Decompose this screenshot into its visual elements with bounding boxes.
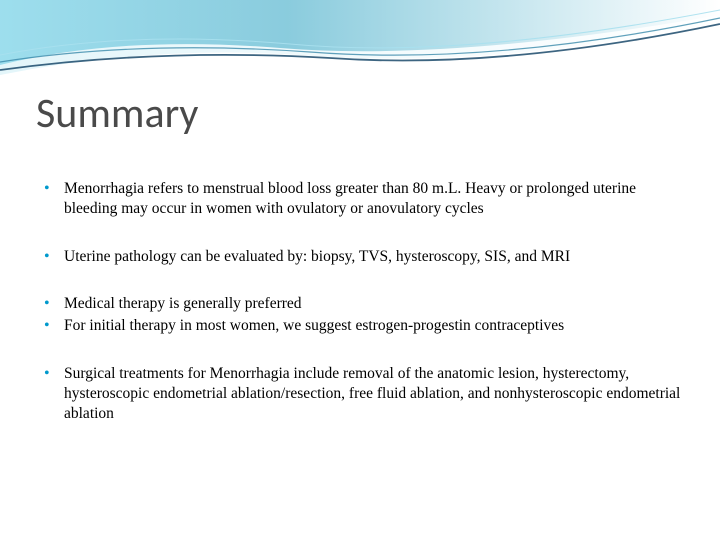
- bullet-item: Menorrhagia refers to menstrual blood lo…: [44, 179, 684, 219]
- bullet-item: Uterine pathology can be evaluated by: b…: [44, 247, 684, 267]
- bullet-item: For initial therapy in most women, we su…: [44, 316, 684, 336]
- bullet-list: Menorrhagia refers to menstrual blood lo…: [36, 179, 684, 424]
- bullet-item: Surgical treatments for Menorrhagia incl…: [44, 364, 684, 423]
- slide-content: Summary Menorrhagia refers to menstrual …: [0, 0, 720, 472]
- bullet-item: Medical therapy is generally preferred: [44, 294, 684, 314]
- slide-title: Summary: [36, 88, 684, 139]
